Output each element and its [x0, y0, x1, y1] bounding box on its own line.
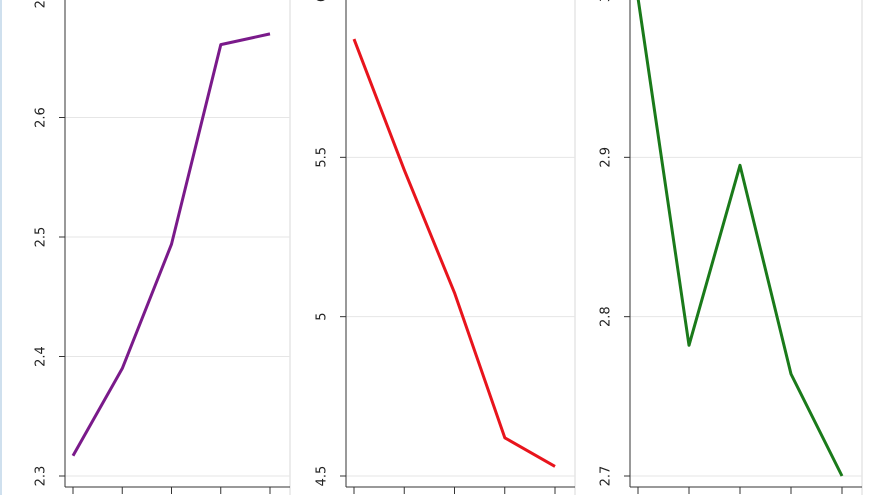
y-tick-label: 5 — [315, 313, 330, 321]
y-tick-label: 2.9 — [599, 147, 614, 168]
y-tick-label: 2.6 — [34, 107, 49, 128]
y-tick-label: 2.3 — [34, 466, 49, 487]
y-tick-label: 2.8 — [599, 306, 614, 327]
y-tick-label: 2.4 — [34, 346, 49, 367]
data-line — [352, 38, 556, 468]
y-tick-label: 4.5 — [315, 466, 330, 487]
y-tick-label: 3 — [599, 0, 614, 2]
y-tick-label: 5.5 — [315, 147, 330, 168]
y-tick-label: 2.5 — [34, 227, 49, 248]
data-line — [71, 32, 271, 457]
data-line — [636, 0, 844, 477]
y-tick-label: 2.7 — [599, 466, 614, 487]
y-tick-label: 2.7 — [34, 0, 49, 8]
y-tick-label: 6 — [315, 0, 330, 2]
